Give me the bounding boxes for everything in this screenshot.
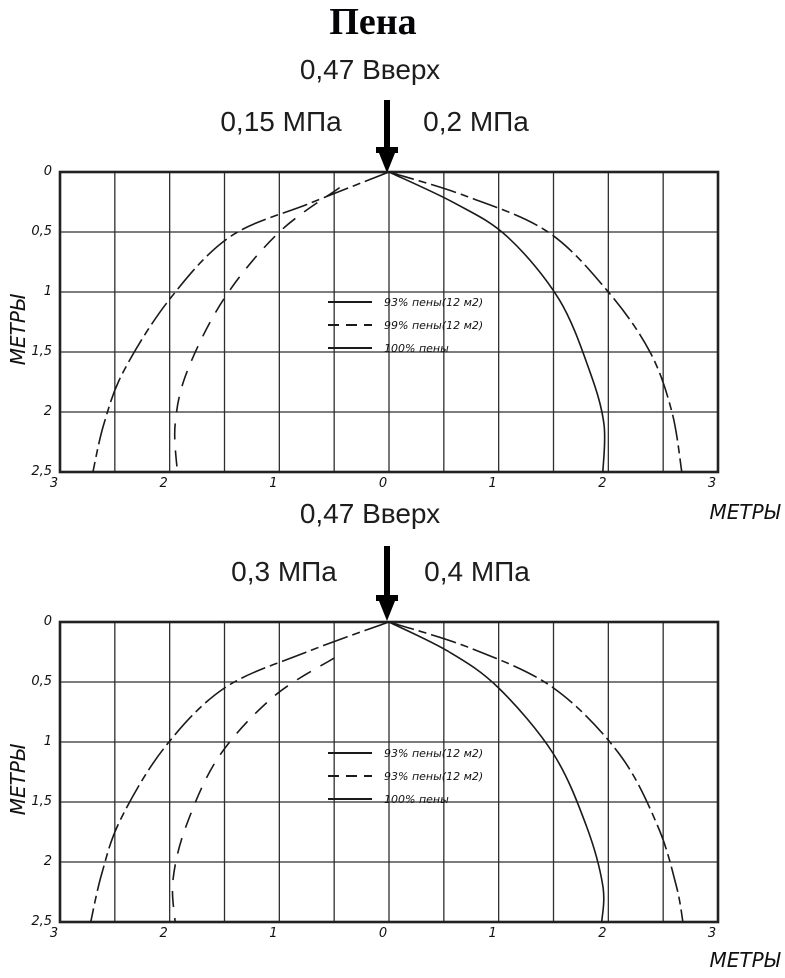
x-tick-label: 1 — [488, 926, 497, 941]
legend-label: 100% пены — [384, 341, 449, 355]
y-tick-label: 2 — [43, 854, 52, 869]
foam-curve-left-dashed — [173, 186, 341, 473]
legend-item: 100% пены — [328, 792, 483, 806]
y-tick-label: 2,5 — [31, 914, 52, 929]
legend-label: 100% пены — [384, 792, 449, 806]
x-tick-label: 1 — [269, 926, 278, 941]
foam-trajectory-plot — [58, 170, 720, 474]
y-axis-label: МЕТРЫ — [6, 294, 30, 366]
x-tick-label: 1 — [269, 476, 278, 491]
x-axis-label: МЕТРЫ — [709, 500, 780, 524]
x-tick-label: 2 — [598, 476, 607, 491]
legend-line-sample — [328, 752, 372, 754]
x-tick-label: 3 — [49, 476, 59, 491]
x-tick-label: 1 — [488, 476, 497, 491]
pressure-label-right: 0,4 МПа — [424, 556, 530, 587]
x-tick-label: 3 — [707, 926, 717, 941]
pressure-label-left: 0,15 МПа — [220, 106, 342, 137]
legend-line-sample — [328, 775, 372, 777]
x-tick-label: 2 — [598, 926, 607, 941]
y-axis-label: МЕТРЫ — [6, 744, 30, 816]
pressure-label-right: 0,2 МПа — [423, 106, 529, 137]
x-tick-label: 3 — [49, 926, 59, 941]
legend-item: 93% пены(12 м2) — [328, 295, 483, 309]
legend-item: 100% пены — [328, 341, 483, 355]
legend-label: 99% пены(12 м2) — [384, 318, 484, 332]
foam-curve-right-solid — [388, 621, 605, 923]
x-tick-label: 3 — [707, 476, 717, 491]
y-tick-label: 2 — [43, 404, 52, 419]
y-tick-label: 0,5 — [31, 674, 52, 689]
foam-curve-left-dashdot — [89, 621, 390, 923]
y-tick-label: 0,5 — [31, 224, 52, 239]
legend-label: 93% пены(12 м2) — [384, 295, 484, 309]
legend-item: 93% пены(12 м2) — [328, 746, 483, 760]
y-tick-label: 0 — [43, 164, 52, 179]
flow-direction-label: 0,47 Вверх — [299, 54, 441, 85]
legend-line-sample — [328, 347, 372, 349]
foam-curve-left-dashdot — [92, 171, 390, 473]
foam-trajectory-plot — [58, 620, 720, 924]
legend: 93% пены(12 м2) 93% пены(12 м2) 100% пен… — [328, 746, 483, 806]
foam-curve-left-dashed — [171, 657, 335, 923]
legend-line-sample — [328, 798, 372, 800]
y-tick-label: 2,5 — [31, 464, 52, 479]
legend-line-sample — [328, 301, 372, 303]
legend-item: 99% пены(12 м2) — [328, 318, 483, 332]
x-axis-label: МЕТРЫ — [709, 948, 780, 972]
x-tick-label: 2 — [159, 926, 168, 941]
y-tick-label: 0 — [43, 614, 52, 629]
page-title: Пена — [329, 1, 417, 43]
x-tick-label: 0 — [378, 926, 388, 941]
legend-label: 93% пены(12 м2) — [384, 769, 484, 783]
foam-curve-right-solid — [388, 171, 606, 473]
foam-curve-right-dashdot — [388, 171, 683, 473]
pressure-label-left: 0,3 МПа — [231, 556, 337, 587]
legend: 93% пены(12 м2) 99% пены(12 м2) 100% пен… — [328, 295, 483, 355]
x-tick-label: 0 — [378, 476, 388, 491]
nozzle-icon — [376, 546, 398, 621]
foam-curve-right-dashdot — [388, 621, 684, 923]
legend-line-sample — [328, 324, 372, 326]
nozzle-icon — [376, 100, 398, 173]
x-tick-label: 2 — [159, 476, 168, 491]
legend-item: 93% пены(12 м2) — [328, 769, 483, 783]
legend-label: 93% пены(12 м2) — [384, 746, 484, 760]
flow-direction-label: 0,47 Вверх — [299, 498, 441, 529]
